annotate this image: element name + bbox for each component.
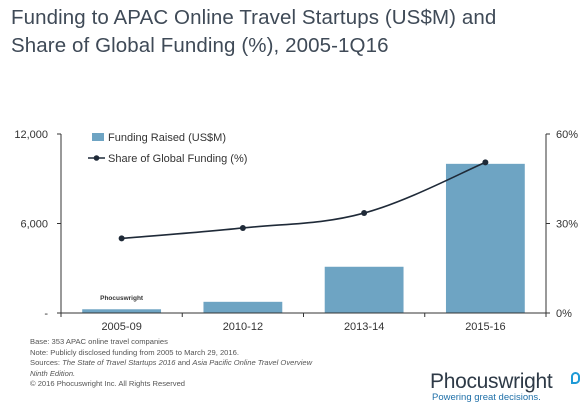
footnotes: Base: 353 APAC online travel companies N… bbox=[30, 337, 410, 390]
x-tick-label-2005-09: 2005-09 bbox=[101, 321, 141, 333]
bar-2005-09 bbox=[82, 309, 162, 313]
legend-label-share: Share of Global Funding (%) bbox=[108, 153, 247, 165]
y-left-tick-label: 12,000 bbox=[14, 129, 48, 141]
x-tick-label-2013-14: 2013-14 bbox=[344, 321, 384, 333]
bar-2013-14 bbox=[324, 266, 404, 313]
y-left-tick-label: - bbox=[44, 308, 48, 320]
sources-title-1: The State of Travel Startups 2016 bbox=[62, 358, 176, 368]
legend-swatch-share-dot bbox=[93, 155, 100, 161]
brand-tagline: Powering great decisions. bbox=[432, 392, 541, 403]
chart-title-line-2: Share of Global Funding (%), 2005-1Q16 bbox=[11, 34, 389, 57]
line-point-2015-16 bbox=[482, 159, 489, 166]
watermark-logo: Phocuswright bbox=[100, 295, 144, 302]
legend: Funding Raised (US$M) Share of Global Fun… bbox=[88, 132, 247, 165]
bar-2010-12 bbox=[203, 301, 283, 313]
line-point-2010-12 bbox=[239, 224, 246, 231]
legend-label-funding: Funding Raised (US$M) bbox=[108, 132, 226, 144]
x-tick-label-2015-16: 2015-16 bbox=[465, 321, 505, 333]
sources-prefix: Sources: bbox=[30, 358, 63, 368]
series-line-share bbox=[121, 161, 486, 240]
line-point-2013-14 bbox=[361, 210, 368, 217]
sources-and: and bbox=[175, 358, 193, 368]
x-tick-label-2010-12: 2010-12 bbox=[223, 321, 263, 333]
chart-title-line-1: Funding to APAC Online Travel Startups (… bbox=[11, 6, 497, 29]
footnote-copyright: © 2016 Phocuswright Inc. All Rights Rese… bbox=[30, 379, 186, 389]
axes: - 6,000 12,000 0% 30% 60% 2005-09 2010-12 2013-1… bbox=[14, 129, 578, 333]
brand-name: Phocuswright bbox=[430, 370, 553, 393]
chart-title: Funding to APAC Online Travel Startups (… bbox=[11, 4, 581, 60]
y-left-tick-label: 6,000 bbox=[20, 219, 48, 231]
footnote-sources: Sources: The State of Travel Startups 20… bbox=[30, 358, 410, 369]
y-right-tick-label: 0% bbox=[556, 308, 572, 320]
footnote-note: Note: Publicly disclosed funding from 20… bbox=[30, 347, 239, 357]
sources-title-2: Asia Pacific Online Travel Overview bbox=[192, 358, 313, 368]
bar-2015-16 bbox=[445, 163, 525, 313]
legend-swatch-funding bbox=[92, 133, 104, 141]
footnote-base: Base: 353 APAC online travel companies bbox=[30, 337, 168, 346]
line-point-2005-09 bbox=[118, 235, 125, 242]
plot-area: Phocuswright bbox=[82, 159, 525, 313]
footnote-sources-cont: Ninth Edition. bbox=[30, 369, 410, 380]
y-right-tick-label: 30% bbox=[556, 219, 578, 231]
y-right-tick-label: 60% bbox=[556, 129, 578, 141]
brand-logo: Phocuswright Powering great decisions. bbox=[430, 370, 580, 403]
speech-bubble-icon bbox=[571, 372, 580, 384]
sources-title-2b: Ninth Edition. bbox=[30, 368, 76, 378]
